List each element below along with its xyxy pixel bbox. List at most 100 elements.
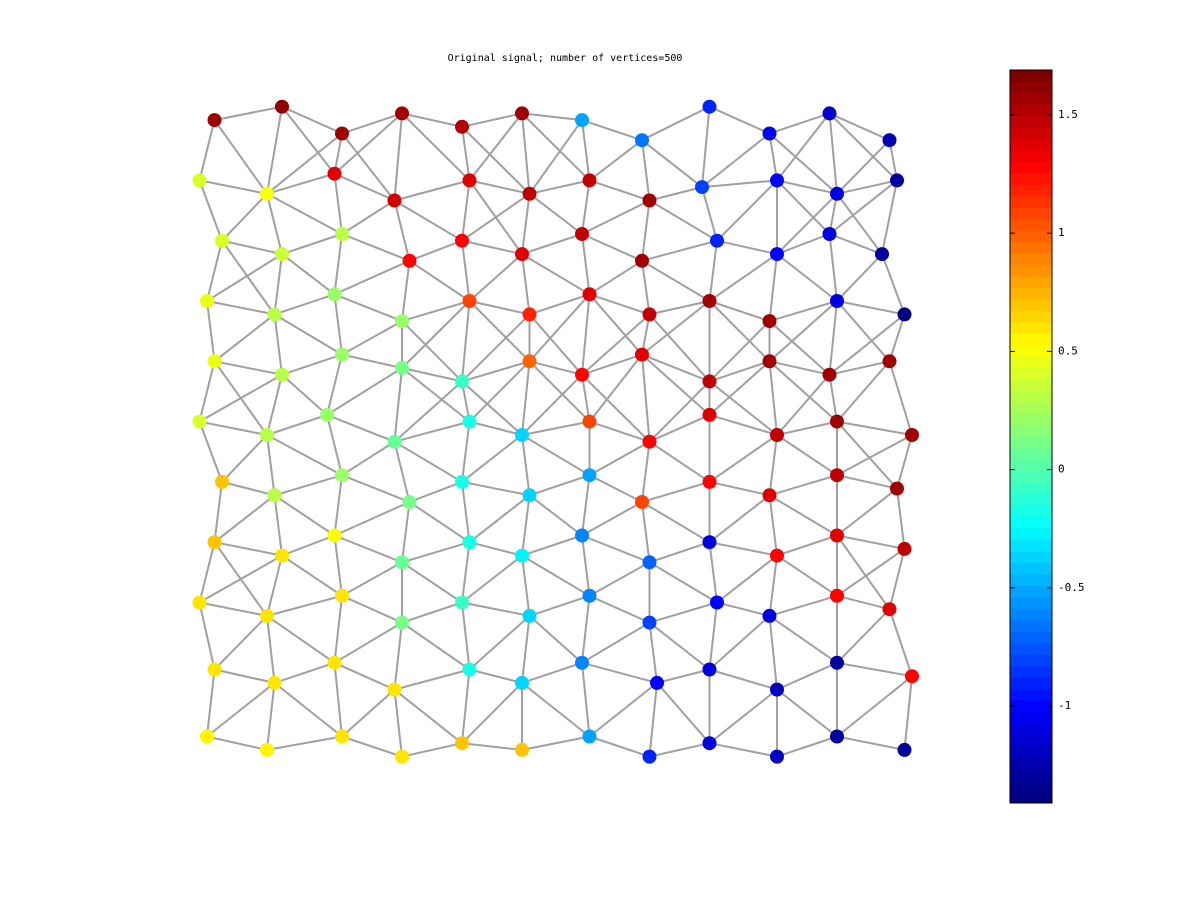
colorbar-cell [1010,276,1052,289]
colorbar-cell [1010,734,1052,747]
edge [521,534,583,557]
edge [281,233,343,256]
vertex [822,106,837,121]
edge [394,420,470,443]
vertex [642,434,657,449]
vertex [207,113,222,128]
colorbar-cell [1010,218,1052,231]
edge [768,495,778,556]
edge [334,661,395,691]
edge [521,373,583,436]
edge [273,314,283,375]
vertex [702,99,717,114]
edge [461,602,471,670]
edge [213,615,268,671]
colorbar-cell [1010,344,1052,357]
edge [716,179,778,242]
edge [213,119,268,195]
edge [341,474,410,503]
vertex [575,227,589,241]
colorbar-cell [1010,321,1052,334]
edge [828,374,838,422]
edge [266,555,283,617]
vertex [455,374,469,389]
edge [198,119,216,181]
edge [334,293,403,323]
vertex [260,742,274,757]
colorbar-cell [1010,70,1052,82]
edge [836,735,905,751]
edge [333,475,343,536]
edge [326,354,343,416]
edge [266,615,276,684]
edge [709,668,778,691]
edge [641,441,651,503]
edge [393,200,411,262]
vertex [702,662,717,677]
edge [769,594,838,617]
colorbar-cell [1010,528,1052,541]
edge [776,420,838,436]
edge [768,615,838,664]
edge [469,300,530,316]
vertex [455,119,469,134]
edge [708,360,771,416]
edge [776,112,831,182]
vertex [890,481,904,496]
edge [776,688,838,738]
edge [214,105,283,122]
vertex [327,528,342,543]
edge [198,180,223,242]
vertex [882,602,897,617]
edge [341,233,410,262]
edge [274,474,343,497]
edge [716,554,778,604]
edge [521,193,531,255]
edge [281,106,336,175]
edge [836,300,891,362]
edge [641,353,710,383]
edge [266,132,343,195]
colorbar-cell [1010,138,1052,151]
colorbar-cell [1010,402,1052,415]
vertex [395,106,409,121]
edge [266,434,343,477]
vertex [890,173,904,188]
edge [828,113,838,194]
edge [836,360,891,423]
edge [776,374,831,436]
edge [588,139,643,182]
edge [206,300,216,362]
vertex [770,682,784,697]
edge [469,179,530,195]
vertex [395,314,409,329]
edge [281,353,343,376]
edge [266,413,328,436]
edge [828,112,898,182]
edge [461,742,523,751]
vertex [770,173,784,188]
vertex [702,736,717,751]
colorbar-cell [1010,539,1052,552]
edge [266,172,335,195]
edge [776,434,838,477]
edge [266,193,283,255]
edge [836,487,898,537]
edge [641,354,651,442]
edge [266,735,343,751]
edge [888,314,906,362]
vertex [387,434,402,449]
vertex [582,287,597,302]
colorbar-cell [1010,562,1052,575]
vertex [320,407,334,422]
edge [649,413,710,443]
edge [401,541,470,564]
vertex [275,548,289,563]
edge [708,253,778,302]
edge [589,293,650,316]
edge [589,474,643,503]
colorbar-cell [1010,127,1052,140]
edge [709,105,770,135]
edge [461,481,471,543]
edge [468,300,531,363]
